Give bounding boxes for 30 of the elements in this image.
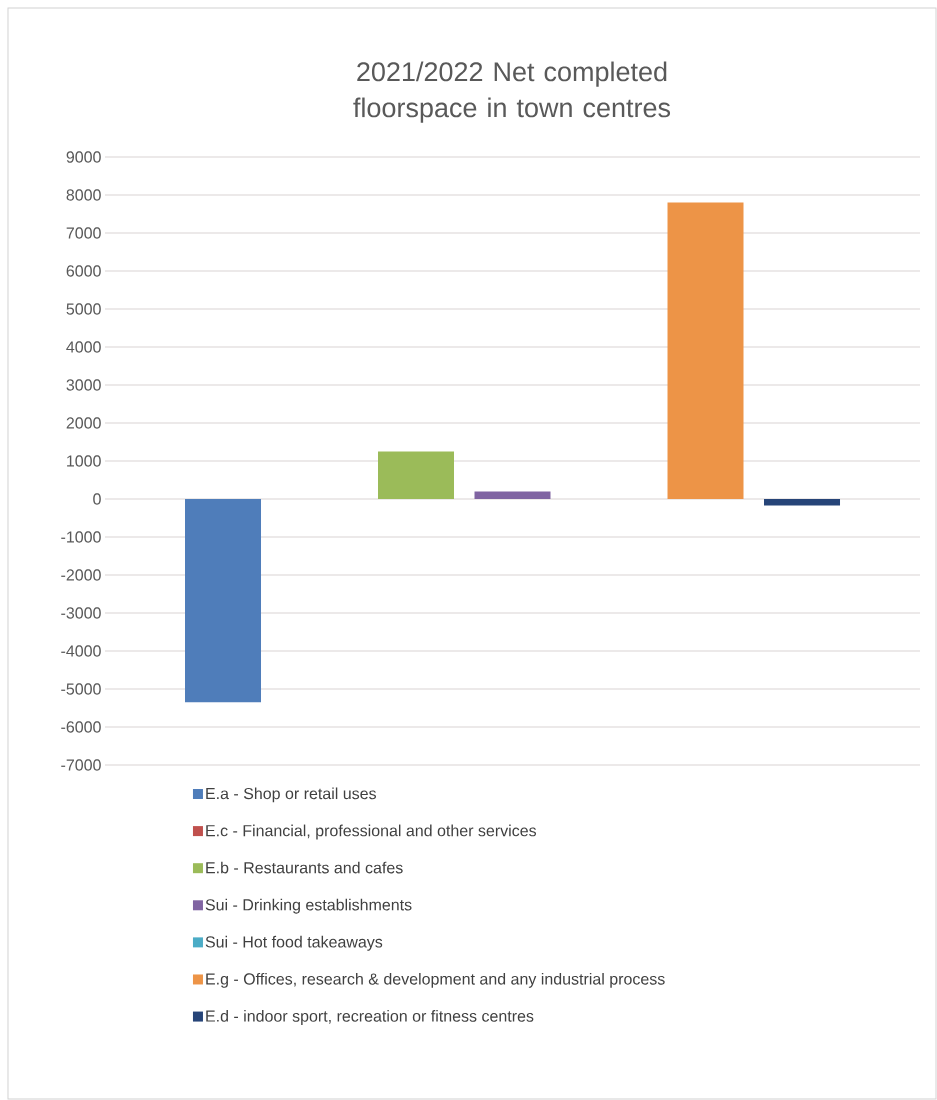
y-tick-label: 3000 (66, 379, 101, 391)
bar (667, 202, 744, 500)
bar (474, 491, 551, 500)
chart-title: 2021/2022 Net completed floorspace in town centres (353, 61, 671, 123)
y-tick-label: 1000 (67, 455, 101, 467)
legend-label: Sui - Drinking establishments (205, 898, 412, 914)
y-tick-label: -6000 (61, 721, 101, 733)
legend-label: E.b - Restaurants and cafes (206, 861, 403, 874)
y-tick-label: 6000 (66, 265, 101, 277)
y-tick-label: 0 (93, 493, 101, 505)
y-tick-label: -5000 (61, 683, 101, 695)
legend-label: E.d - indoor sport, recreation or fitness centres (206, 1010, 534, 1025)
legend-label: Sui - Hot food takeaways (205, 935, 383, 951)
y-tick-label: 7000 (66, 227, 101, 239)
y-tick-label: -2000 (61, 569, 101, 581)
y-tick-label: 4000 (66, 341, 101, 353)
y-tick-label: -1000 (61, 531, 101, 543)
y-tick-label: 9000 (66, 151, 101, 163)
y-tick-label: -7000 (61, 759, 101, 771)
bar (185, 499, 262, 703)
y-tick-label: 5000 (66, 303, 101, 315)
legend-label: E.a - Shop or retail uses (206, 787, 376, 803)
legend-label: E.g - Offices, research & development and any industrial process (206, 972, 665, 988)
y-tick-label: 2000 (66, 417, 101, 429)
legend-label: E.c - Financial, professional and other services (206, 824, 537, 840)
y-tick-label: -3000 (61, 607, 101, 619)
y-tick-label: -4000 (61, 645, 101, 657)
bar (378, 451, 454, 500)
y-tick-label: 8000 (66, 189, 101, 201)
bar (764, 499, 841, 506)
